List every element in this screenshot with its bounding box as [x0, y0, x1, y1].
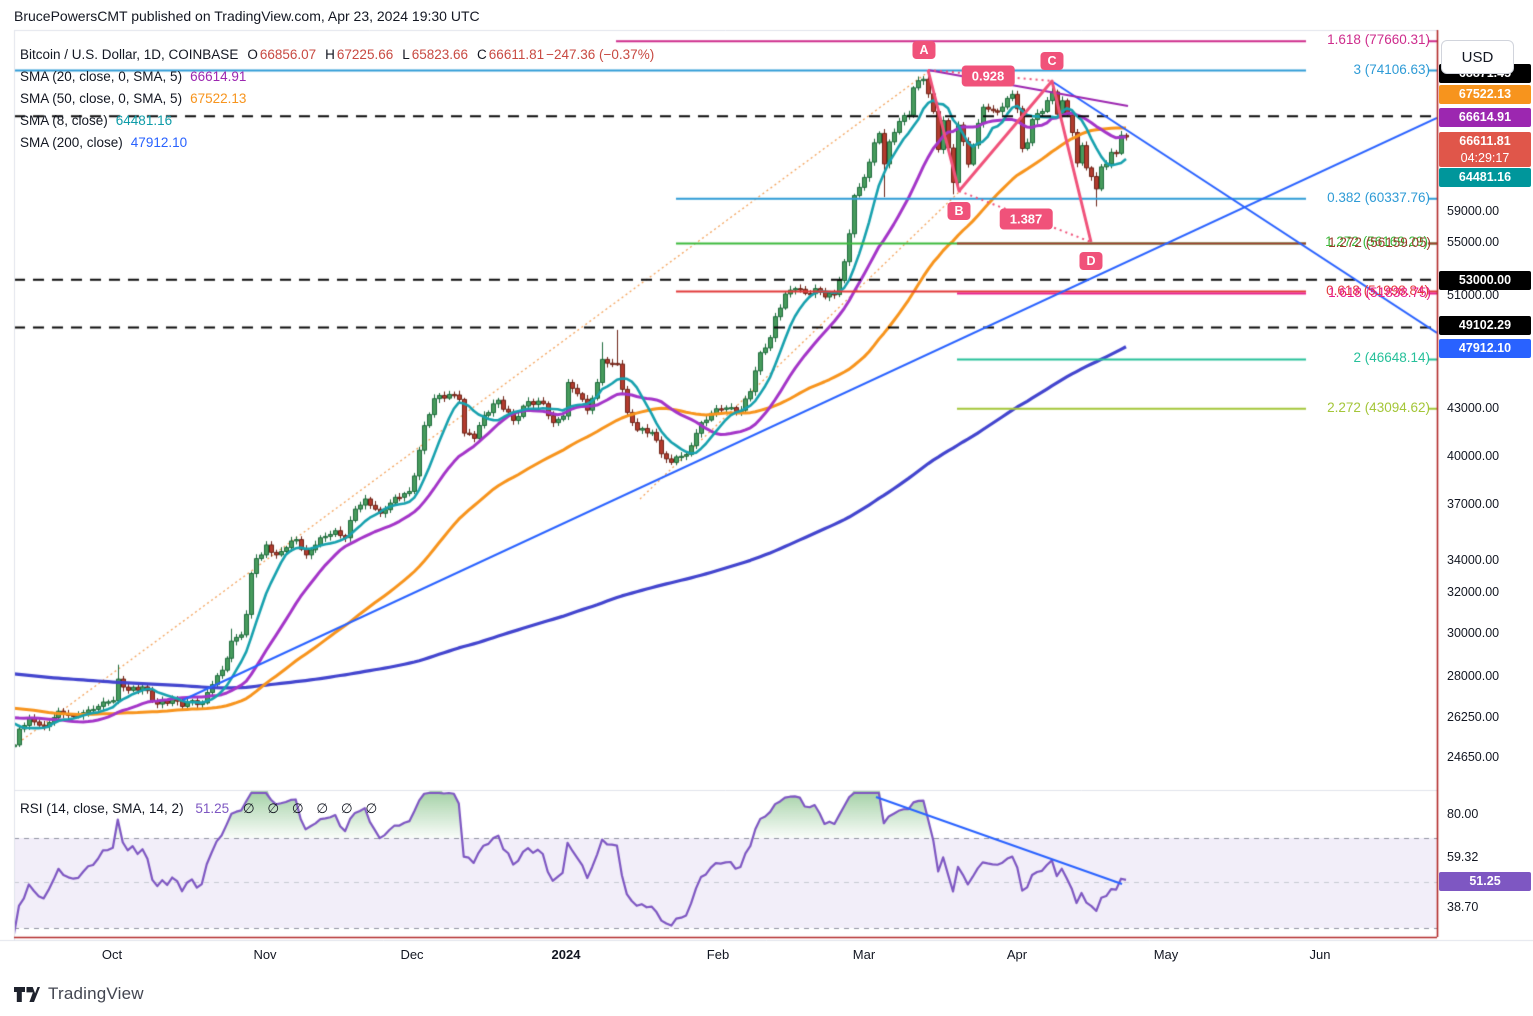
price-axis-tick: 59000.00 — [1447, 204, 1500, 218]
price-axis-tick: 51000.00 — [1447, 288, 1500, 302]
price-axis-tick: 34000.00 — [1447, 553, 1500, 567]
price-axis-tick: 80.00 — [1447, 807, 1479, 821]
indicator-value: 47912.10 — [130, 135, 188, 150]
price-axis-tick: 32000.00 — [1447, 585, 1500, 599]
fib-level-label: 0.382 (60337.76) — [1327, 189, 1430, 205]
fib-level-label: 3 (74106.63) — [1353, 61, 1430, 77]
indicator-label: SMA (200, close) — [20, 135, 123, 150]
change-value: −247.36 (−0.37%) — [546, 47, 655, 62]
ohlc-key: O — [247, 47, 258, 62]
indicator-value: 67522.13 — [190, 91, 247, 106]
price-badge: 66611.81 04:29:17 — [1439, 132, 1531, 167]
tradingview-brand-text: TradingView — [48, 984, 144, 1003]
price-axis-tick: 55000.00 — [1447, 235, 1500, 249]
price-axis-tick: 37000.00 — [1447, 497, 1500, 511]
price-badge: 47912.10 — [1439, 338, 1531, 358]
indicator-legend-row[interactable]: SMA (20, close, 0, SMA, 5) 66614.91 — [20, 66, 654, 88]
pattern-point-label-a[interactable]: A — [912, 41, 936, 59]
ohlc-key: C — [477, 47, 487, 62]
pattern-ratio-label[interactable]: 1.387 — [999, 208, 1053, 230]
symbol-title: Bitcoin / U.S. Dollar, 1D, COINBASE — [20, 47, 239, 62]
ohlc-key: L — [402, 47, 410, 62]
pattern-point-label-c[interactable]: C — [1040, 52, 1064, 70]
price-axis-tick: 26250.00 — [1447, 710, 1500, 724]
ohlc-key: H — [325, 47, 335, 62]
price-axis-tick: 30000.00 — [1447, 626, 1500, 640]
price-badge: 64481.16 — [1439, 167, 1531, 187]
currency-scale-button[interactable]: USD — [1441, 40, 1514, 74]
price-axis-tick: 59.32 — [1447, 850, 1479, 864]
tradingview-logo-icon — [14, 986, 40, 1002]
price-badge: 51.25 — [1439, 871, 1531, 891]
time-axis-label: Oct — [101, 947, 123, 962]
fib-level-label: 2 (46648.14) — [1353, 350, 1430, 366]
ohlc-value: 66611.81 — [488, 47, 545, 62]
ohlc-value: 67225.66 — [336, 47, 394, 62]
indicator-value: 64481.16 — [115, 113, 173, 128]
chart-legend: Bitcoin / U.S. Dollar, 1D, COINBASE O 6685… — [20, 44, 654, 154]
fib-level-label: 1.272 (56159.05) — [1328, 234, 1431, 250]
indicator-label: SMA (8, close) — [20, 113, 108, 128]
pattern-ratio-label[interactable]: 0.928 — [961, 65, 1015, 87]
time-axis-label: Feb — [706, 947, 730, 962]
ohlc-value: 66856.07 — [259, 47, 317, 62]
time-axis-label: Nov — [253, 947, 277, 962]
time-axis-label: 2024 — [551, 947, 581, 962]
pattern-point-label-d[interactable]: D — [1079, 252, 1103, 270]
price-badge: 67522.13 — [1439, 84, 1531, 104]
rsi-value: 51.25 — [195, 801, 230, 816]
symbol-ohlc-row[interactable]: Bitcoin / U.S. Dollar, 1D, COINBASE O 6685… — [20, 44, 654, 66]
time-axis-label: Mar — [852, 947, 876, 962]
time-axis-label: Dec — [400, 947, 424, 962]
price-axis-tick: 38.70 — [1447, 900, 1479, 914]
price-axis-tick: 24650.00 — [1447, 750, 1500, 764]
fib-level-label: 1.272 (56169.29) — [1325, 234, 1428, 250]
indicator-legend-row[interactable]: SMA (8, close) 64481.16 — [20, 110, 654, 132]
time-axis-label: Apr — [1006, 947, 1028, 962]
price-axis-tick: 40000.00 — [1447, 449, 1500, 463]
rsi-label: RSI (14, close, SMA, 14, 2) — [20, 801, 184, 816]
price-badge: 53000.00 — [1439, 270, 1531, 290]
indicator-value: 66614.91 — [190, 69, 247, 84]
price-badge: 66614.91 — [1439, 107, 1531, 127]
time-axis-label: Jun — [1309, 947, 1331, 962]
price-axis-tick: 28000.00 — [1447, 669, 1500, 683]
fib-level-label: 0.618 (51998.84) — [1326, 282, 1429, 298]
indicator-legend-row[interactable]: SMA (50, close, 0, SMA, 5) 67522.13 — [20, 88, 654, 110]
price-axis-tick: 43000.00 — [1447, 401, 1500, 415]
rsi-empty-values: ∅ ∅ ∅ ∅ ∅ ∅ — [242, 801, 378, 816]
attribution-text: BrucePowersCMT published on TradingView.… — [14, 8, 480, 24]
price-badge: 49102.29 — [1439, 315, 1531, 335]
time-axis-label: May — [1153, 947, 1179, 962]
indicator-label: SMA (20, close, 0, SMA, 5) — [20, 69, 183, 84]
tradingview-brand[interactable]: TradingView — [14, 984, 144, 1004]
fib-level-label: 1.618 (51838.75) — [1328, 284, 1431, 300]
indicator-legend-row[interactable]: SMA (200, close) 47912.10 — [20, 132, 654, 154]
ohlc-value: 65823.66 — [411, 47, 469, 62]
indicator-label: SMA (50, close, 0, SMA, 5) — [20, 91, 183, 106]
fib-level-label: 1.618 (77660.31) — [1327, 32, 1430, 48]
fib-level-label: 2.272 (43094.62) — [1327, 399, 1430, 415]
rsi-legend[interactable]: RSI (14, close, SMA, 14, 2) 51.25 ∅ ∅ ∅ … — [20, 801, 377, 817]
pattern-point-label-b[interactable]: B — [947, 202, 971, 220]
